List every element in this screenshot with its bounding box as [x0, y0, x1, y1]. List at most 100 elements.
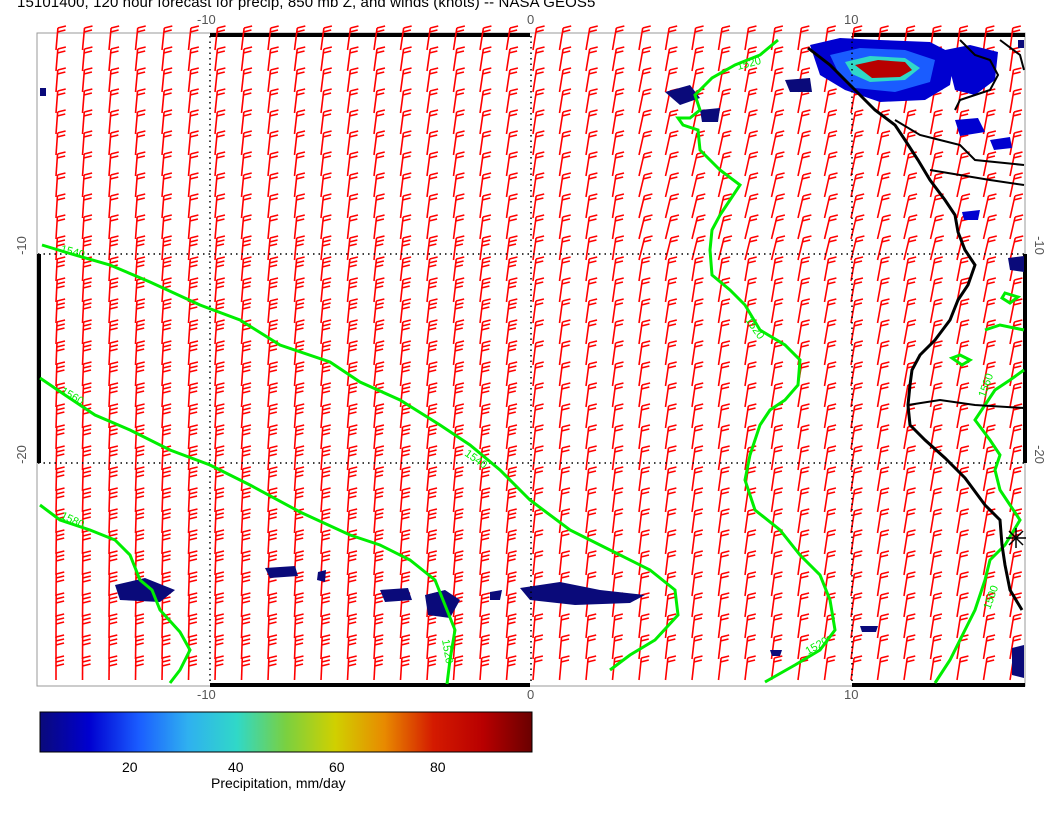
wind-barb: [638, 340, 651, 366]
wind-barb: [982, 235, 997, 261]
wind-barb: [161, 151, 173, 177]
wind-barb: [797, 256, 811, 282]
wind-barb: [797, 151, 812, 177]
wind-barb: [452, 382, 465, 408]
lat-tick-left-minus10: -10: [13, 236, 29, 255]
wind-barb: [505, 46, 519, 72]
wind-barb: [956, 319, 970, 345]
wind-barb: [558, 67, 572, 93]
wind-barb: [585, 109, 598, 135]
wind-barb: [134, 151, 146, 177]
wind-barb: [823, 550, 836, 576]
wind-barb: [611, 466, 624, 492]
wind-barb: [214, 193, 226, 219]
contour-small-1: [948, 353, 974, 367]
wind-barb: [717, 466, 730, 492]
wind-barb: [717, 529, 730, 555]
wind-barb: [638, 256, 651, 282]
wind-barb: [956, 592, 969, 618]
wind-barb: [823, 382, 837, 408]
wind-barb: [452, 109, 465, 135]
wind-barb: [770, 67, 784, 93]
wind-barb: [558, 466, 571, 492]
wind-barb: [399, 256, 412, 282]
precip-area: [317, 570, 326, 582]
wind-barb: [744, 529, 757, 555]
wind-barb: [558, 550, 571, 576]
wind-barb: [770, 214, 786, 240]
wind-barb: [293, 25, 306, 51]
wind-barb: [929, 466, 943, 492]
wind-barb: [770, 319, 784, 345]
wind-barb: [214, 256, 226, 282]
wind-barb: [638, 46, 652, 72]
wind-barb: [717, 424, 730, 450]
wind-barb: [505, 550, 517, 576]
wind-barb: [240, 256, 252, 282]
wind-barb: [956, 298, 970, 324]
wind-barb: [558, 340, 571, 366]
wind-barb: [373, 151, 385, 177]
wind-barb: [320, 319, 332, 345]
wind-barb: [320, 46, 333, 72]
wind-barb: [982, 193, 997, 219]
wind-barb: [532, 256, 545, 282]
wind-barb: [373, 172, 385, 198]
wind-barb: [134, 193, 146, 219]
wind-barb: [1009, 214, 1024, 240]
wind-barb: [611, 508, 624, 534]
wind-barb: [81, 214, 93, 240]
wind-barb: [585, 403, 598, 429]
wind-barb: [267, 445, 278, 471]
wind-barb: [638, 193, 653, 219]
wind-barb: [161, 172, 173, 198]
wind-barb: [426, 508, 438, 534]
wind-barb: [320, 277, 332, 303]
wind-barb: [1009, 634, 1022, 660]
wind-barb: [664, 466, 677, 492]
wind-barb: [346, 613, 358, 639]
wind-barb: [187, 130, 199, 156]
contour-1520-east: [675, 38, 837, 684]
wind-barb: [691, 424, 704, 450]
wind-barb: [956, 256, 970, 282]
wind-barb: [108, 256, 119, 282]
wind-barb: [585, 445, 597, 471]
wind-barb: [585, 151, 598, 177]
wind-barb: [320, 256, 332, 282]
wind-barb: [373, 487, 384, 513]
wind-barb: [532, 172, 545, 198]
wind-barb: [929, 319, 943, 345]
wind-barb: [691, 25, 704, 51]
wind-barb: [744, 361, 757, 387]
wind-barb: [479, 466, 491, 492]
wind-barb: [664, 382, 677, 408]
wind-barb: [373, 655, 384, 681]
wind-barb: [823, 571, 836, 597]
wind-barb: [638, 487, 650, 513]
wind-barb: [267, 256, 279, 282]
wind-barb: [638, 508, 650, 534]
contour-1540: [41, 243, 680, 672]
wind-barb: [320, 361, 332, 387]
wind-barb: [717, 613, 730, 639]
wind-barb: [346, 109, 359, 135]
wind-barb: [426, 88, 439, 114]
wind-barb: [691, 403, 704, 429]
wind-barb: [320, 592, 331, 618]
wind-barb: [797, 277, 811, 303]
wind-barb: [770, 361, 784, 387]
wind-barb: [797, 25, 810, 51]
wind-barb: [426, 634, 437, 660]
wind-barb: [320, 214, 332, 240]
wind-barb: [267, 529, 278, 555]
contour-edge: [984, 323, 1025, 332]
wind-barb: [929, 214, 944, 240]
wind-barb: [399, 466, 411, 492]
wind-barb: [373, 319, 385, 345]
wind-barb: [585, 67, 598, 93]
wind-barb: [187, 613, 198, 639]
wind-barb: [479, 256, 492, 282]
wind-barb: [664, 298, 678, 324]
wind-barb: [346, 634, 357, 660]
